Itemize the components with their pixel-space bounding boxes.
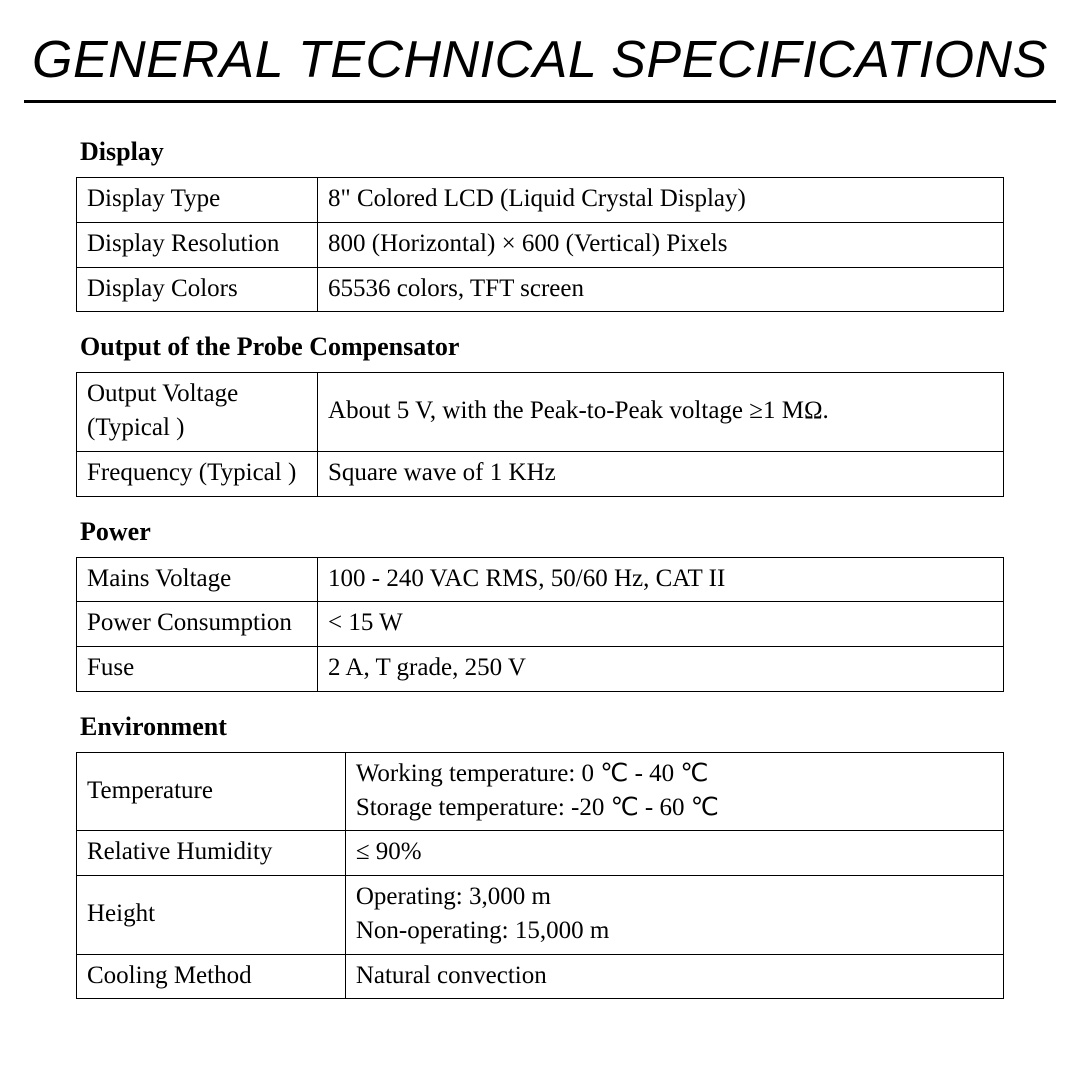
- section-title-power: Power: [80, 517, 1004, 547]
- spec-value: About 5 V, with the Peak-to-Peak voltage…: [318, 373, 1004, 452]
- spec-value: 8" Colored LCD (Liquid Crystal Display): [318, 178, 1004, 223]
- spec-label: Output Voltage (Typical ): [77, 373, 318, 452]
- spec-label: Temperature: [77, 752, 346, 831]
- spec-value: ≤ 90%: [345, 831, 1003, 876]
- table-row: Relative Humidity ≤ 90%: [77, 831, 1004, 876]
- table-environment: Temperature Working temperature: 0 ℃ - 4…: [76, 752, 1004, 1000]
- spec-value: 2 A, T grade, 250 V: [318, 647, 1004, 692]
- spec-label: Cooling Method: [77, 954, 346, 999]
- spec-label: Relative Humidity: [77, 831, 346, 876]
- table-display: Display Type 8" Colored LCD (Liquid Crys…: [76, 177, 1004, 312]
- table-row: Cooling Method Natural convection: [77, 954, 1004, 999]
- spec-label: Frequency (Typical ): [77, 451, 318, 496]
- table-row: Power Consumption < 15 W: [77, 602, 1004, 647]
- table-row: Display Type 8" Colored LCD (Liquid Crys…: [77, 178, 1004, 223]
- page-title: GENERAL TECHNICAL SPECIFICATIONS: [24, 24, 1056, 103]
- spec-value: 800 (Horizontal) × 600 (Vertical) Pixels: [318, 222, 1004, 267]
- spec-label: Fuse: [77, 647, 318, 692]
- spec-label: Display Type: [77, 178, 318, 223]
- section-title-probe-compensator: Output of the Probe Compensator: [80, 332, 1004, 362]
- table-row: Display Resolution 800 (Horizontal) × 60…: [77, 222, 1004, 267]
- spec-value: Natural convection: [345, 954, 1003, 999]
- spec-label: Mains Voltage: [77, 557, 318, 602]
- table-row: Output Voltage (Typical ) About 5 V, wit…: [77, 373, 1004, 452]
- spec-label: Display Resolution: [77, 222, 318, 267]
- spec-value: 100 - 240 VAC RMS, 50/60 Hz, CAT II: [318, 557, 1004, 602]
- table-row: Height Operating: 3,000 m Non-operating:…: [77, 876, 1004, 955]
- spec-value: Square wave of 1 KHz: [318, 451, 1004, 496]
- table-probe-compensator: Output Voltage (Typical ) About 5 V, wit…: [76, 372, 1004, 496]
- table-row: Mains Voltage 100 - 240 VAC RMS, 50/60 H…: [77, 557, 1004, 602]
- spec-label: Height: [77, 876, 346, 955]
- spec-value: Working temperature: 0 ℃ - 40 ℃ Storage …: [345, 752, 1003, 831]
- content-area: Display Display Type 8" Colored LCD (Liq…: [24, 137, 1056, 999]
- spec-value: Operating: 3,000 m Non-operating: 15,000…: [345, 876, 1003, 955]
- spec-label: Display Colors: [77, 267, 318, 312]
- section-title-environment: Environment: [80, 712, 1004, 742]
- table-power: Mains Voltage 100 - 240 VAC RMS, 50/60 H…: [76, 557, 1004, 692]
- section-title-display: Display: [80, 137, 1004, 167]
- table-row: Display Colors 65536 colors, TFT screen: [77, 267, 1004, 312]
- spec-label: Power Consumption: [77, 602, 318, 647]
- spec-value: < 15 W: [318, 602, 1004, 647]
- spec-value: 65536 colors, TFT screen: [318, 267, 1004, 312]
- table-row: Temperature Working temperature: 0 ℃ - 4…: [77, 752, 1004, 831]
- table-row: Fuse 2 A, T grade, 250 V: [77, 647, 1004, 692]
- table-row: Frequency (Typical ) Square wave of 1 KH…: [77, 451, 1004, 496]
